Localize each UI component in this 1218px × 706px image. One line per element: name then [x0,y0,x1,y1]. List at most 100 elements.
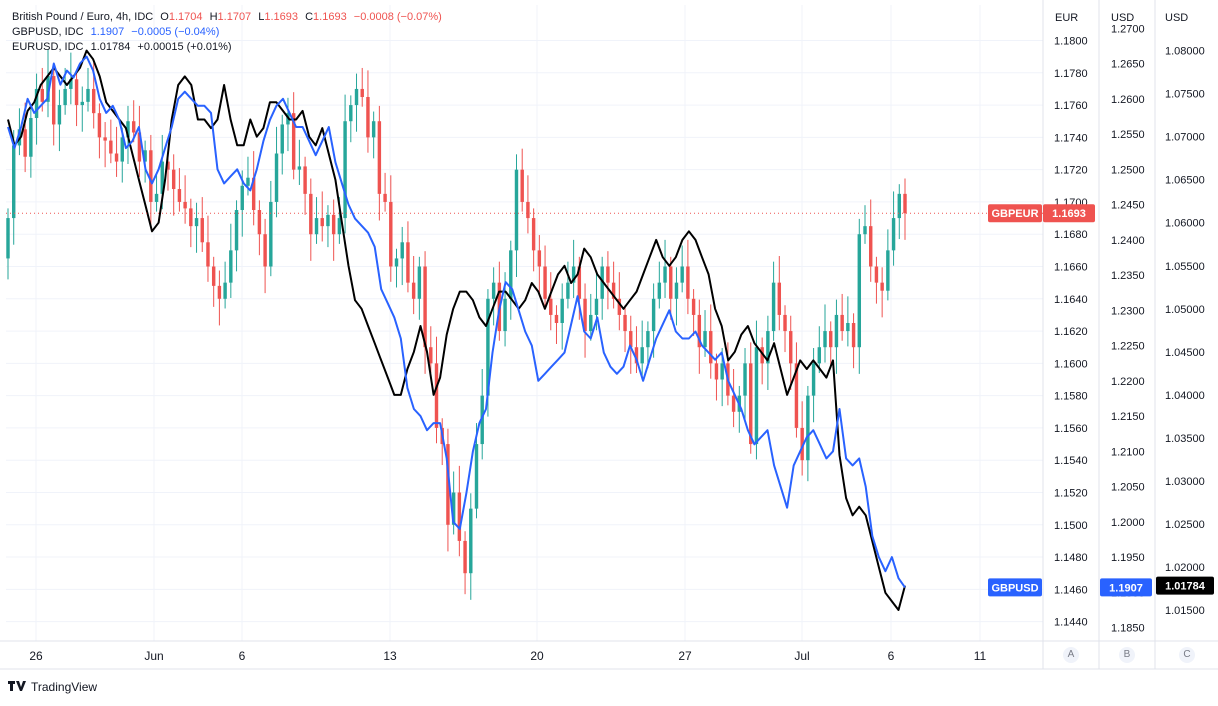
candle-body [366,97,370,138]
candle-body [69,79,73,89]
price-axis-b-tick: 1.2100 [1111,446,1145,458]
price-axis-c-tick: 1.05000 [1165,304,1205,316]
chart-legend: British Pound / Euro, 4h, IDC O1.1704 H1… [12,10,446,55]
candle-body [543,266,547,299]
price-axis-a-tick: 1.1720 [1054,165,1088,177]
candle-body [617,298,622,315]
candle-body [697,314,702,348]
candle-body [486,298,490,396]
legend-gbpusd-name: GBPUSD, IDC [12,26,84,38]
legend-row-main: British Pound / Euro, 4h, IDC O1.1704 H1… [12,10,446,25]
candle-body [149,150,153,202]
candle-body [349,105,353,122]
price-axis-a-tick: 1.1660 [1054,262,1088,274]
candle-body [80,101,84,106]
candle-body [377,121,382,194]
price-axis-c-tick: 1.07000 [1165,132,1205,144]
legend-low-value: 1.1693 [264,11,299,23]
candle-body [200,218,204,243]
candle-body [589,314,593,332]
candle-body [280,124,284,154]
time-axis-label: 6 [239,649,246,663]
candle-body [646,331,650,348]
price-axis-b-tick: 1.2450 [1111,200,1145,212]
candle-body [834,314,839,348]
candle-body [766,331,770,364]
price-axis-b-tick: 1.2700 [1111,23,1145,35]
candle-body [480,395,484,445]
candle-body [720,363,724,380]
candle-body [600,266,604,299]
candle-body [880,282,884,291]
gbpusd-name-badge-bg [988,578,1042,597]
candle-body [297,166,302,170]
legend-open-label: O [160,11,169,23]
candle-body [126,121,130,138]
candle-body [840,314,844,332]
price-axis-a-tick: 1.1600 [1054,358,1088,370]
candle-body [91,88,96,114]
candle-body [686,266,690,299]
price-axis-a-tick: 1.1540 [1054,455,1088,467]
candle-body [194,218,199,227]
candle-body [331,214,336,235]
candle-body [400,242,404,259]
candle-body [800,427,804,461]
candle-body [114,153,119,162]
legend-row-gbpusd: GBPUSD, IDC 1.1907 −0.0005 (−0.04%) [12,25,446,40]
candle-body [674,282,679,299]
candle-body [177,189,182,202]
candle-body [229,250,233,283]
price-axis-b-tick: 1.2600 [1111,94,1145,106]
candle-body [206,242,210,267]
candle-body [251,177,256,211]
price-axis-b-tick: 1.2400 [1111,235,1145,247]
candle-body [257,210,262,235]
price-axis-b-tick: 1.2250 [1111,341,1145,353]
candle-body [417,266,422,299]
legend-low-label: L [258,11,265,23]
candle-body [131,121,136,133]
candle-body [669,266,673,299]
candle-body [749,363,753,445]
candle-body [74,79,79,106]
price-axis-b-tick: 1.2550 [1111,129,1145,141]
legend-eurusd-value: 1.01784 [90,41,131,53]
price-axis-a-tick: 1.1800 [1054,36,1088,48]
candle-body [457,492,462,541]
axis-c-button[interactable]: C [1179,647,1195,663]
price-axis-b-tick: 1.1850 [1111,623,1145,635]
price-axis-b-tick: 1.2500 [1111,164,1145,176]
candle-body [874,266,879,283]
candle-body [897,193,902,219]
candle-body [520,169,524,202]
candle-body [183,201,187,209]
candle-body [46,76,50,102]
price-axis-b-tick: 1.2200 [1111,376,1145,388]
candle-body [51,76,56,125]
axis-a-button[interactable]: A [1063,647,1079,663]
price-axis-c-tick: 1.04500 [1165,347,1205,359]
candle-body [611,282,616,299]
candle-body [109,140,113,154]
candle-body [537,250,542,267]
candle-body [223,282,227,299]
candle-body [549,298,553,315]
candle-body [40,88,44,102]
candle-body [234,210,239,251]
price-axis-b-tick: 1.2150 [1111,411,1145,423]
time-axis-label: 13 [383,649,397,663]
tradingview-logo[interactable]: TradingView [8,680,97,694]
candle-body [34,88,39,118]
candle-body [97,113,102,138]
candle-body [577,266,582,299]
candle-body [120,137,124,162]
axis-b-button[interactable]: B [1119,647,1135,663]
candle-body [343,121,347,219]
candle-body [291,113,296,170]
candle-body [469,508,473,574]
candle-body [851,323,856,348]
candle-body [160,161,164,194]
